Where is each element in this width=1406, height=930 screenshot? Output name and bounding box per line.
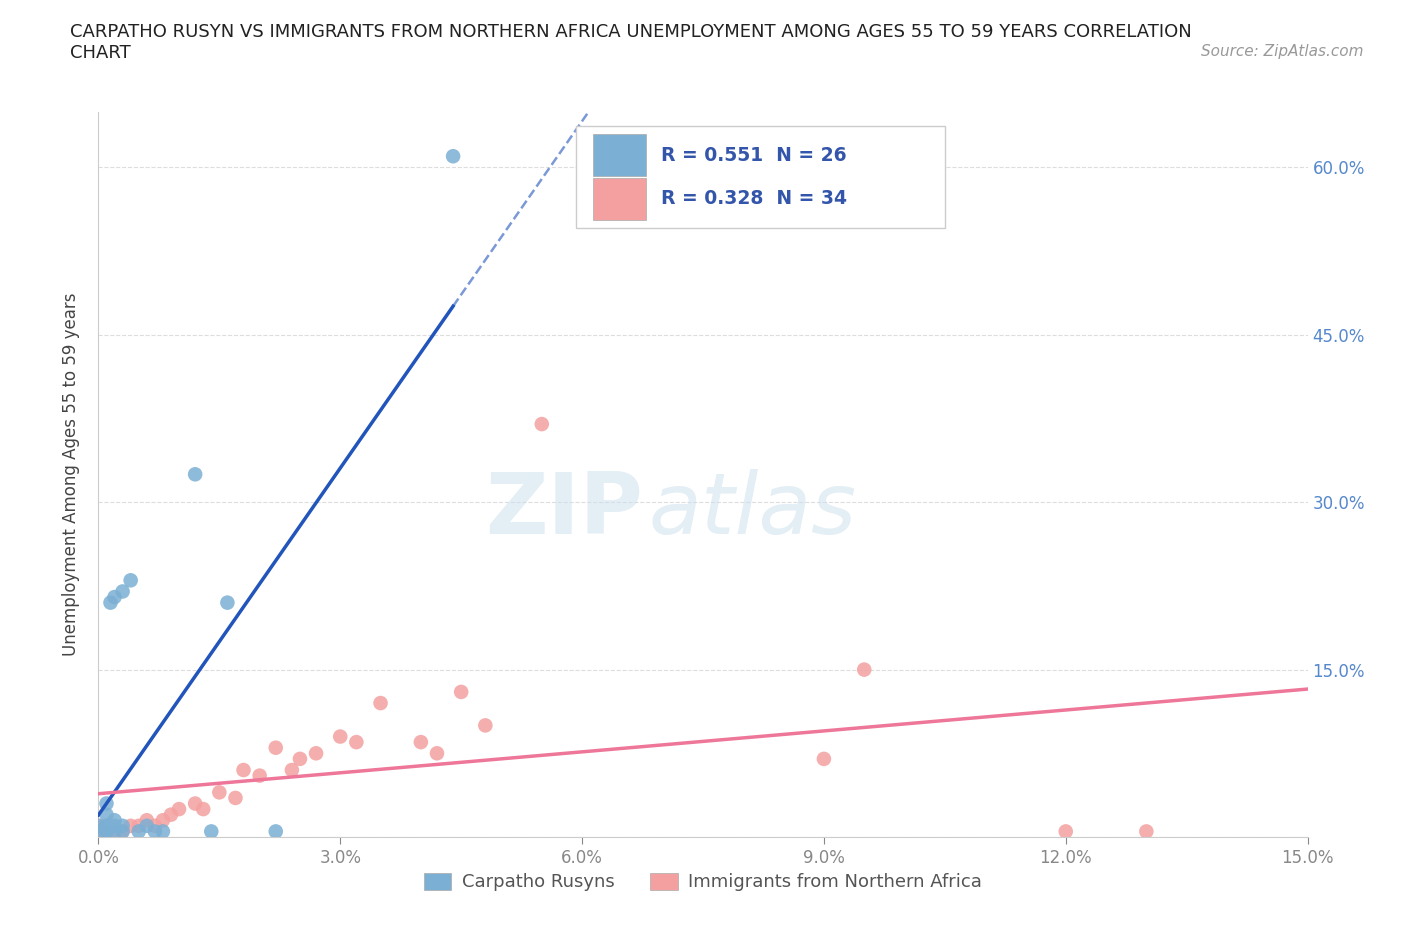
Point xyxy=(128,818,150,833)
Point xyxy=(441,149,464,164)
Text: atlas: atlas xyxy=(648,469,856,552)
Point xyxy=(853,662,876,677)
Point xyxy=(217,595,239,610)
Point xyxy=(160,807,183,822)
Point xyxy=(111,584,134,599)
Y-axis label: Unemployment Among Ages 55 to 59 years: Unemployment Among Ages 55 to 59 years xyxy=(62,293,80,656)
Point xyxy=(96,824,118,839)
Point xyxy=(135,818,157,833)
FancyBboxPatch shape xyxy=(576,126,945,228)
Text: Source: ZipAtlas.com: Source: ZipAtlas.com xyxy=(1201,44,1364,59)
Point xyxy=(329,729,352,744)
Point xyxy=(288,751,311,766)
Point xyxy=(96,818,118,833)
Point xyxy=(409,735,432,750)
Point xyxy=(120,573,142,588)
Point xyxy=(208,785,231,800)
Point xyxy=(200,824,222,839)
Point xyxy=(120,818,142,833)
FancyBboxPatch shape xyxy=(593,134,647,176)
Point xyxy=(281,763,304,777)
Point xyxy=(193,802,215,817)
Point xyxy=(143,824,166,839)
Point xyxy=(224,790,246,805)
Point xyxy=(100,595,122,610)
Point xyxy=(87,818,110,833)
Point xyxy=(264,824,287,839)
Point xyxy=(87,824,110,839)
Point xyxy=(426,746,449,761)
Text: CHART: CHART xyxy=(70,44,131,61)
Point xyxy=(184,796,207,811)
Point xyxy=(96,824,118,839)
Point xyxy=(111,824,134,839)
Point xyxy=(143,818,166,833)
Point xyxy=(103,590,125,604)
Point xyxy=(184,467,207,482)
Point xyxy=(152,824,174,839)
Point xyxy=(87,818,110,833)
Point xyxy=(1054,824,1077,839)
Point xyxy=(167,802,190,817)
Text: R = 0.551  N = 26: R = 0.551 N = 26 xyxy=(661,146,846,165)
Point xyxy=(111,824,134,839)
Point xyxy=(232,763,254,777)
Point xyxy=(103,813,125,828)
Point xyxy=(87,824,110,839)
Point xyxy=(103,824,125,839)
Point xyxy=(1135,824,1157,839)
Point xyxy=(264,740,287,755)
Text: ZIP: ZIP xyxy=(485,469,643,552)
Point xyxy=(813,751,835,766)
Point xyxy=(344,735,367,750)
Point xyxy=(249,768,271,783)
Text: R = 0.328  N = 34: R = 0.328 N = 34 xyxy=(661,189,846,208)
Point xyxy=(370,696,392,711)
Point xyxy=(152,813,174,828)
FancyBboxPatch shape xyxy=(593,178,647,219)
Point xyxy=(96,818,118,833)
Point xyxy=(530,417,553,432)
Point xyxy=(103,818,125,833)
Point xyxy=(96,796,118,811)
Point xyxy=(474,718,496,733)
Point xyxy=(128,824,150,839)
Point xyxy=(103,824,125,839)
Point xyxy=(135,813,157,828)
Point xyxy=(305,746,328,761)
Point xyxy=(96,824,118,839)
Point xyxy=(111,818,134,833)
Text: CARPATHO RUSYN VS IMMIGRANTS FROM NORTHERN AFRICA UNEMPLOYMENT AMONG AGES 55 TO : CARPATHO RUSYN VS IMMIGRANTS FROM NORTHE… xyxy=(70,23,1192,41)
Point xyxy=(96,807,118,822)
Point xyxy=(450,684,472,699)
Legend: Carpatho Rusyns, Immigrants from Northern Africa: Carpatho Rusyns, Immigrants from Norther… xyxy=(415,864,991,900)
